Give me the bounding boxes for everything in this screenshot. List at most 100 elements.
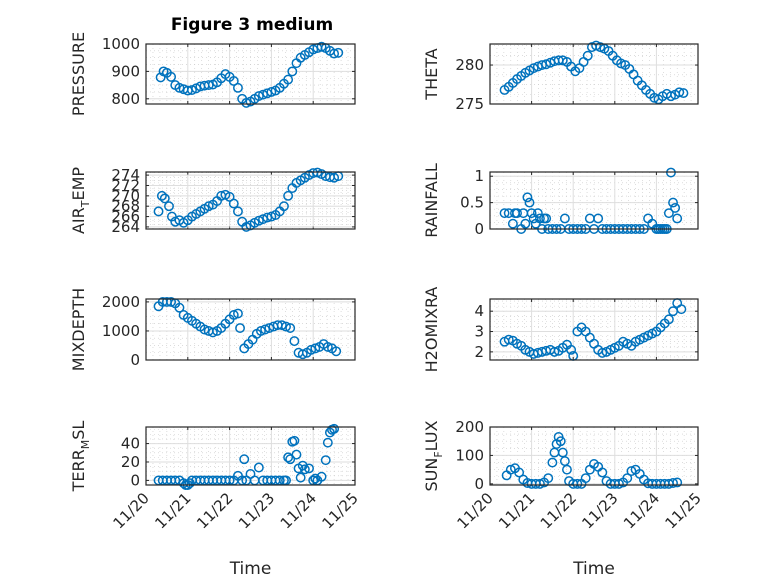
data-point bbox=[233, 82, 243, 93]
axes-box bbox=[489, 298, 699, 361]
data-point bbox=[320, 455, 331, 466]
subplot-pressure: 800 900 1000 PRESSURE bbox=[69, 32, 356, 116]
x-axis-label: Time bbox=[229, 559, 272, 579]
data-point bbox=[233, 308, 243, 319]
data-point bbox=[597, 467, 608, 478]
data-point bbox=[559, 213, 570, 224]
data-point bbox=[256, 326, 266, 336]
data-point bbox=[520, 218, 531, 229]
y-tick-label: 270 bbox=[111, 187, 140, 205]
data-point bbox=[155, 72, 166, 83]
data-point bbox=[258, 89, 268, 100]
data-point bbox=[310, 473, 321, 484]
axes-box bbox=[145, 426, 356, 486]
y-tick-label: 0 bbox=[474, 475, 484, 493]
axes-box bbox=[145, 171, 356, 230]
data-point bbox=[207, 327, 218, 338]
data-point bbox=[308, 44, 319, 55]
y-tick-label: 266 bbox=[111, 208, 140, 226]
data-point bbox=[507, 218, 518, 229]
y-tick-label: 272 bbox=[111, 176, 140, 194]
data-point bbox=[524, 197, 535, 208]
subplot-mixdepth: 0 1000 2000 MIXDEPTH bbox=[69, 288, 356, 371]
data-point bbox=[543, 473, 554, 484]
y-axis-label: AIRTEMP bbox=[69, 167, 92, 234]
data-point bbox=[549, 346, 560, 357]
data-point bbox=[233, 206, 243, 217]
y-tick-label: 100 bbox=[455, 446, 484, 464]
y-tick-label: 0 bbox=[474, 220, 484, 238]
data-point bbox=[260, 324, 271, 335]
data-point bbox=[514, 467, 525, 478]
y-tick-label: 40 bbox=[121, 435, 140, 453]
data-point bbox=[663, 208, 674, 219]
data-point bbox=[672, 213, 683, 224]
figure-title: Figure 3 medium bbox=[171, 15, 333, 35]
data-point bbox=[672, 477, 683, 488]
data-point bbox=[322, 437, 333, 448]
data-point bbox=[262, 88, 273, 99]
y-axis-label: SUNFLUX bbox=[422, 420, 445, 491]
y-tick-label: 0 bbox=[130, 471, 140, 489]
data-point bbox=[582, 50, 593, 61]
y-axis-label: MIXDEPTH bbox=[69, 288, 88, 371]
data-point bbox=[299, 464, 310, 475]
y-tick-label: 200 bbox=[455, 418, 484, 436]
data-point bbox=[316, 471, 327, 482]
x-tick-label: 11/25 bbox=[319, 489, 362, 532]
data-point bbox=[534, 478, 545, 489]
data-point bbox=[678, 88, 689, 99]
y-tick-label: 1 bbox=[474, 167, 484, 185]
data-point bbox=[295, 472, 306, 483]
data-point bbox=[322, 341, 333, 352]
data-point bbox=[566, 344, 577, 355]
axes-box bbox=[489, 426, 699, 486]
y-tick-label: 268 bbox=[111, 197, 140, 215]
data-point bbox=[199, 324, 210, 335]
data-point bbox=[253, 91, 264, 102]
y-tick-label: 0.5 bbox=[460, 194, 484, 212]
x-tick-label: 11/21 bbox=[495, 489, 538, 532]
data-point bbox=[153, 206, 164, 217]
data-point bbox=[668, 197, 678, 208]
y-tick-label: 900 bbox=[111, 62, 140, 80]
x-tick-label: 11/22 bbox=[193, 489, 236, 532]
data-point bbox=[203, 80, 214, 91]
x-tick-label: 11/23 bbox=[235, 489, 278, 532]
data-point bbox=[331, 346, 342, 357]
data-point bbox=[156, 190, 167, 201]
data-point bbox=[310, 343, 321, 354]
y-axis-label: H2OMIXRA bbox=[422, 287, 441, 373]
data-point bbox=[184, 478, 195, 489]
data-point bbox=[228, 310, 239, 320]
axes-box bbox=[489, 171, 699, 230]
subplot-theta: 275 280 THETA bbox=[422, 40, 699, 113]
y-axis-label: THETA bbox=[422, 48, 441, 100]
y-tick-label: 3 bbox=[474, 323, 484, 341]
data-point bbox=[166, 71, 177, 82]
y-axis-label: PRESSURE bbox=[69, 32, 88, 116]
data-point bbox=[562, 464, 572, 475]
x-tick-label: 11/20 bbox=[454, 489, 497, 532]
axes-box bbox=[489, 43, 699, 105]
y-tick-label: 20 bbox=[121, 453, 140, 471]
data-point bbox=[555, 436, 566, 447]
data-point bbox=[283, 452, 294, 463]
data-point bbox=[674, 87, 685, 98]
data-point bbox=[289, 336, 300, 347]
x-tick-label: 11/21 bbox=[151, 489, 194, 532]
data-point bbox=[241, 97, 252, 108]
data-point bbox=[316, 41, 327, 52]
y-tick-label: 4 bbox=[474, 302, 484, 320]
y-axis-label: TERRMSL bbox=[69, 421, 92, 493]
y-tick-label: 280 bbox=[455, 56, 484, 74]
data-point bbox=[668, 478, 678, 488]
x-tick-label: 11/22 bbox=[537, 489, 580, 532]
data-point bbox=[283, 74, 294, 85]
data-point bbox=[333, 47, 344, 58]
data-point bbox=[614, 478, 624, 489]
data-point bbox=[522, 192, 533, 203]
data-point bbox=[297, 349, 308, 360]
